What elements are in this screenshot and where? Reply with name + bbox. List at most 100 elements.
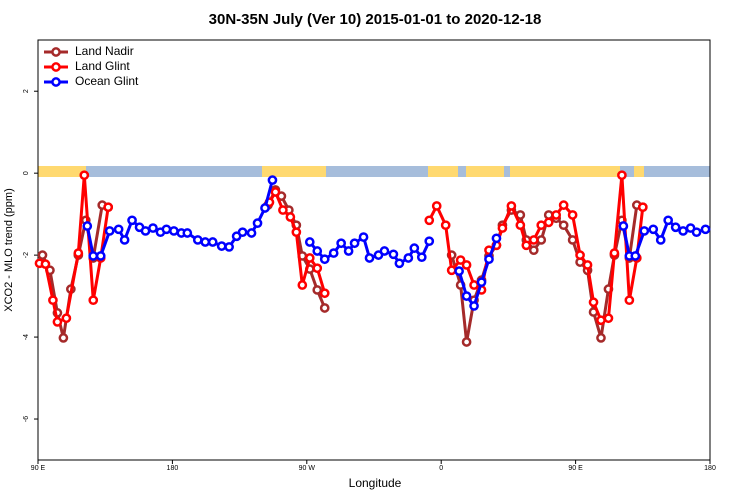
data-point bbox=[312, 285, 323, 295]
data-point bbox=[543, 210, 554, 220]
data-point bbox=[409, 243, 420, 254]
data-point bbox=[161, 224, 172, 235]
data-point bbox=[617, 170, 627, 181]
data-point bbox=[476, 277, 487, 288]
data-point bbox=[200, 237, 211, 247]
data-point bbox=[655, 235, 666, 245]
data-point bbox=[336, 238, 346, 249]
data-point bbox=[349, 238, 360, 249]
data-point bbox=[461, 260, 472, 270]
data-point bbox=[95, 251, 106, 261]
data-point bbox=[37, 250, 48, 260]
y-tick-label: 0 bbox=[23, 171, 30, 175]
data-point bbox=[670, 222, 681, 233]
data-point bbox=[603, 313, 614, 324]
plot-frame bbox=[37, 39, 711, 461]
data-point bbox=[446, 265, 457, 276]
data-point bbox=[388, 249, 399, 260]
data-point bbox=[58, 333, 69, 343]
data-point bbox=[192, 235, 203, 245]
legend-marker bbox=[51, 77, 61, 87]
data-point bbox=[140, 226, 151, 236]
data-point bbox=[343, 246, 354, 256]
data-point bbox=[182, 228, 193, 238]
legend-label: Land Nadir bbox=[75, 44, 134, 58]
data-point bbox=[207, 237, 218, 247]
data-point bbox=[319, 254, 330, 265]
data-point bbox=[484, 254, 494, 265]
legend-marker bbox=[51, 62, 61, 72]
data-point bbox=[379, 246, 390, 256]
data-point bbox=[497, 223, 508, 233]
data-point bbox=[79, 170, 90, 181]
data-point bbox=[691, 227, 702, 238]
data-point bbox=[270, 187, 281, 197]
data-point bbox=[104, 226, 115, 236]
data-point bbox=[515, 220, 526, 231]
data-point bbox=[119, 235, 130, 245]
data-point bbox=[88, 295, 99, 306]
data-point bbox=[575, 250, 585, 260]
data-point bbox=[285, 212, 296, 222]
data-point bbox=[588, 297, 599, 308]
x-tick-label: 90 W bbox=[299, 465, 316, 472]
data-point bbox=[113, 224, 124, 235]
legend-label: Ocean Glint bbox=[75, 74, 139, 88]
data-point bbox=[403, 253, 414, 263]
data-point bbox=[431, 201, 442, 211]
data-point bbox=[424, 236, 435, 247]
data-point bbox=[424, 215, 435, 226]
data-point bbox=[461, 337, 472, 347]
data-point bbox=[82, 221, 93, 231]
legend-label: Land Glint bbox=[75, 59, 130, 73]
data-point bbox=[663, 215, 674, 226]
data-point bbox=[312, 246, 323, 256]
data-point bbox=[169, 226, 179, 236]
y-tick-label: 2 bbox=[23, 89, 30, 93]
data-point bbox=[246, 228, 257, 238]
data-point bbox=[312, 263, 323, 274]
x-tick-label: 0 bbox=[439, 465, 443, 472]
data-point bbox=[252, 218, 263, 229]
data-point bbox=[596, 315, 606, 326]
data-point bbox=[461, 291, 472, 301]
data-point bbox=[319, 288, 330, 299]
data-point bbox=[521, 240, 532, 251]
data-point bbox=[394, 258, 405, 269]
series-line bbox=[39, 175, 645, 324]
data-point bbox=[543, 217, 554, 228]
data-point bbox=[567, 235, 578, 245]
data-point bbox=[506, 201, 517, 211]
data-point bbox=[558, 220, 569, 231]
chart-title: 30N-35N July (Ver 10) 2015-01-01 to 2020… bbox=[209, 11, 542, 28]
data-point bbox=[278, 205, 288, 215]
data-point bbox=[624, 295, 635, 306]
x-tick-label: 180 bbox=[704, 465, 716, 472]
data-point bbox=[216, 241, 227, 251]
x-axis-label: Longitude bbox=[349, 476, 402, 490]
data-point bbox=[648, 224, 659, 235]
data-point bbox=[267, 175, 278, 185]
data-point bbox=[40, 259, 51, 269]
data-point bbox=[291, 227, 302, 238]
data-point bbox=[328, 248, 339, 258]
data-point bbox=[567, 210, 578, 220]
data-point bbox=[551, 210, 562, 220]
data-point bbox=[52, 317, 63, 327]
data-point bbox=[618, 221, 629, 231]
data-point bbox=[61, 313, 72, 324]
y-tick-label: -4 bbox=[23, 334, 30, 340]
data-point bbox=[469, 301, 479, 311]
data-point bbox=[469, 280, 479, 290]
data-point bbox=[609, 248, 620, 258]
x-tick-label: 90 E bbox=[568, 465, 583, 472]
data-point bbox=[88, 251, 99, 261]
data-point bbox=[304, 253, 315, 263]
legend-marker bbox=[51, 47, 61, 57]
data-point bbox=[596, 333, 606, 343]
data-point bbox=[536, 220, 547, 231]
y-axis-label: XCO2 - MLO trend (ppm) bbox=[3, 188, 15, 311]
x-tick-label: 180 bbox=[167, 465, 179, 472]
data-point bbox=[319, 303, 330, 313]
